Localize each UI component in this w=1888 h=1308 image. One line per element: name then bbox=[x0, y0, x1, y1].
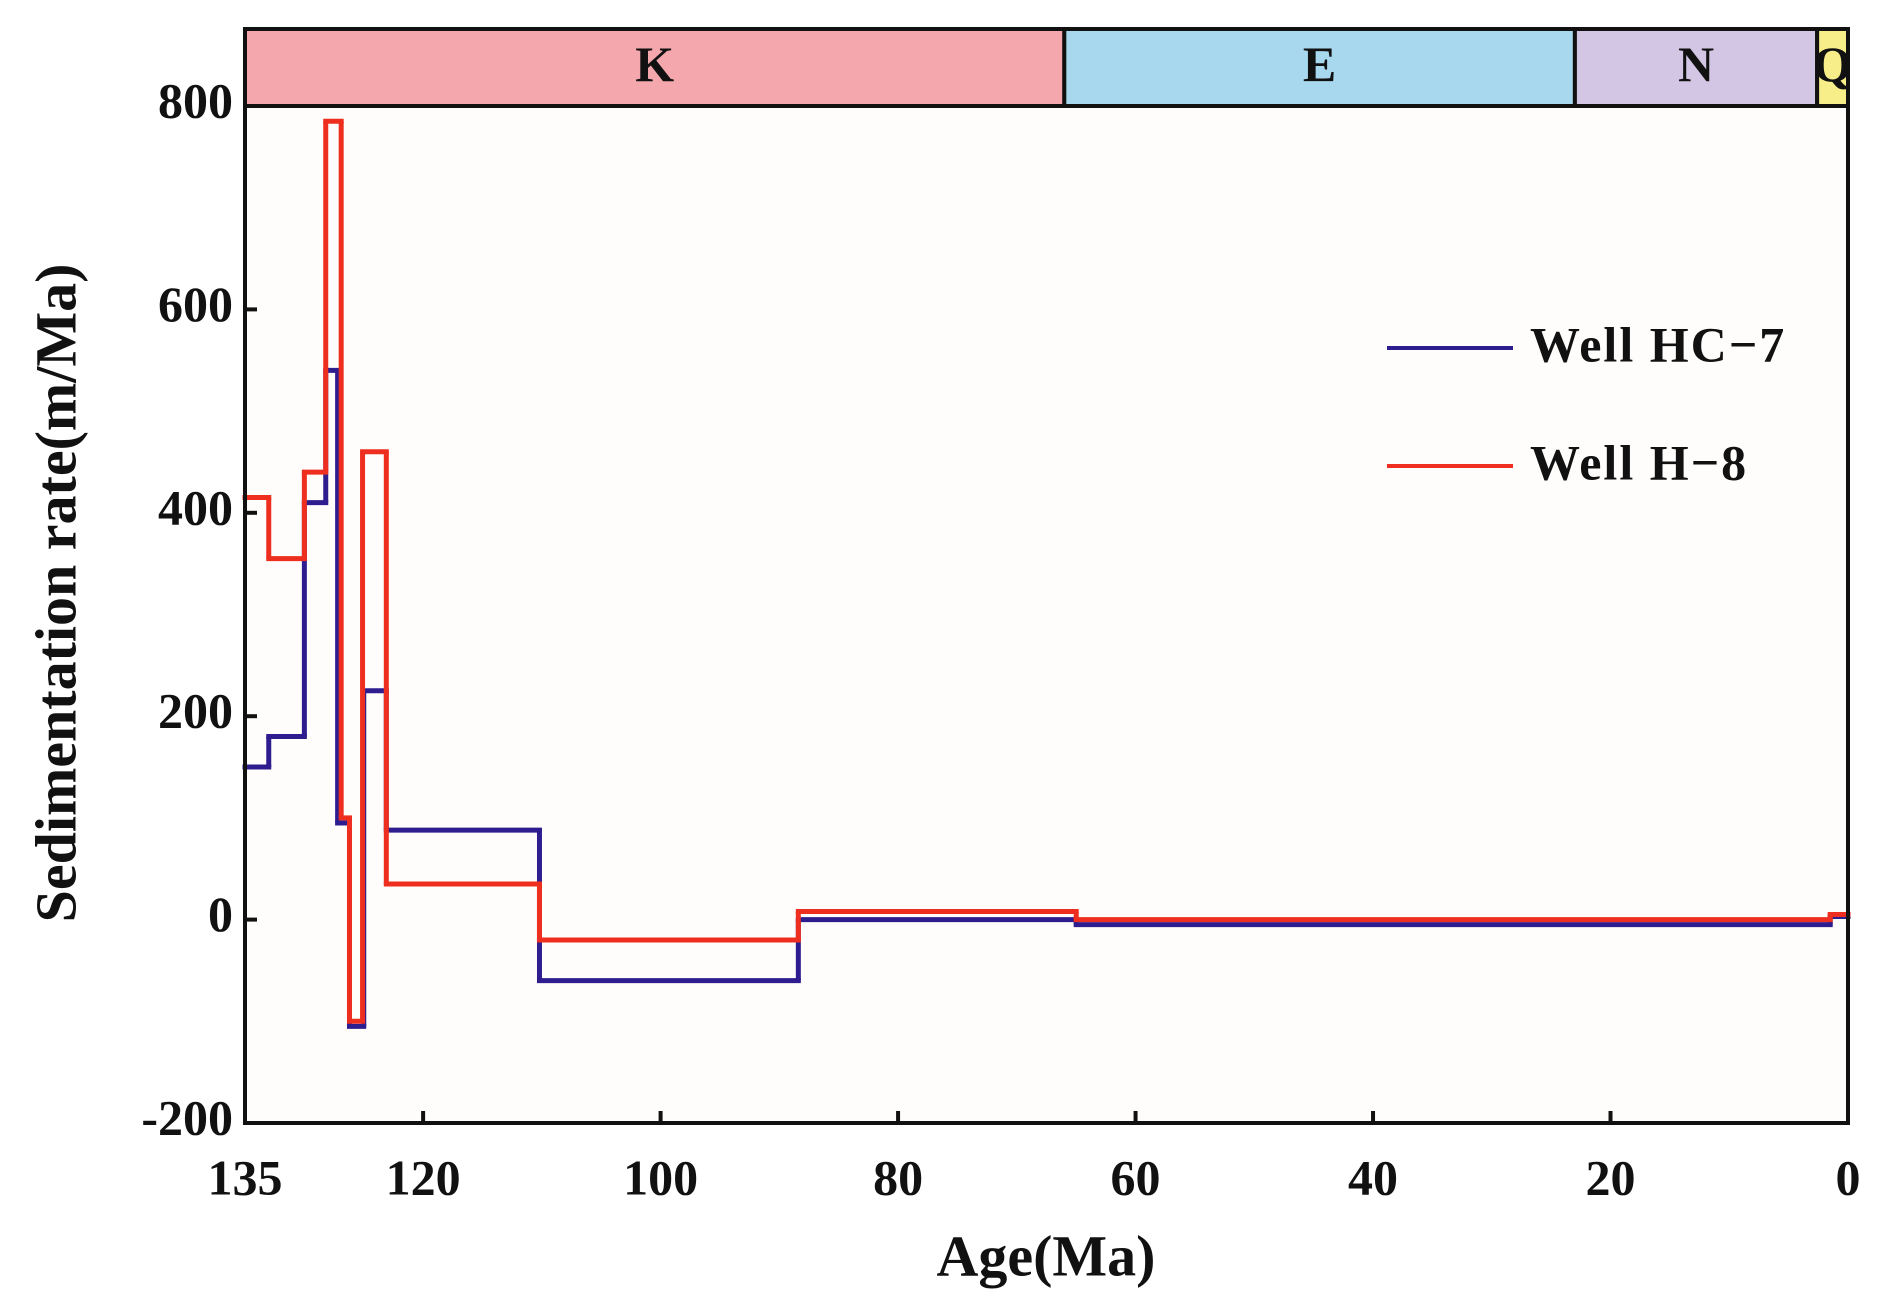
x-tick-label: 100 bbox=[623, 1149, 698, 1205]
period-label: Q bbox=[1813, 36, 1852, 92]
x-tick-label: 120 bbox=[386, 1149, 461, 1205]
y-tick-label: -200 bbox=[141, 1089, 233, 1145]
x-tick-label: 135 bbox=[208, 1149, 283, 1205]
y-tick-label: 400 bbox=[158, 479, 233, 535]
y-axis-title: Sedimentation rate(m/Ma) bbox=[23, 264, 88, 923]
x-tick-label: 20 bbox=[1586, 1149, 1636, 1205]
x-tick-label: 60 bbox=[1111, 1149, 1161, 1205]
x-tick-label: 80 bbox=[873, 1149, 923, 1205]
plot-frame bbox=[243, 104, 1850, 1125]
legend-label: Well H−8 bbox=[1530, 434, 1748, 490]
period-label: E bbox=[1303, 36, 1336, 92]
period-band bbox=[1062, 27, 1577, 108]
y-tick-label: 0 bbox=[208, 886, 233, 942]
y-tick-label: 800 bbox=[158, 72, 233, 128]
x-tick-label: 40 bbox=[1348, 1149, 1398, 1205]
period-band bbox=[243, 27, 1067, 108]
period-label: K bbox=[635, 36, 674, 92]
y-tick-label: 200 bbox=[158, 683, 233, 739]
period-label: N bbox=[1678, 36, 1714, 92]
period-band bbox=[1815, 27, 1851, 108]
x-tick-label: 0 bbox=[1836, 1149, 1861, 1205]
legend-label: Well HC−7 bbox=[1530, 316, 1786, 372]
plot-background bbox=[245, 106, 1848, 1123]
x-axis-title: Age(Ma) bbox=[936, 1223, 1155, 1288]
y-tick-label: 600 bbox=[158, 276, 233, 332]
